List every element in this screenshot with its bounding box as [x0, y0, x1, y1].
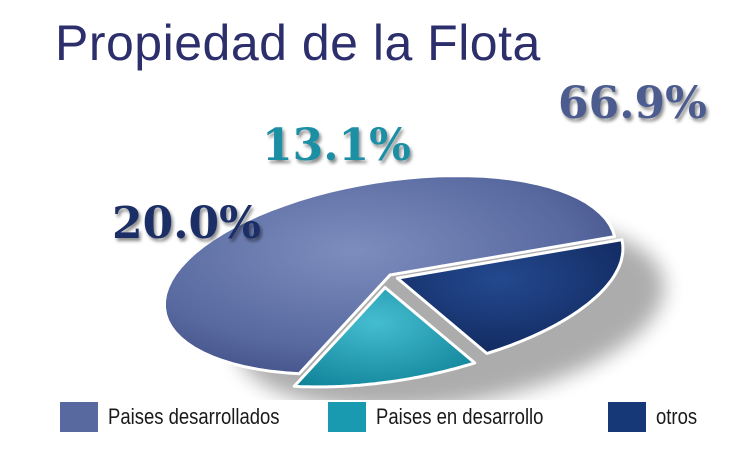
data-label-2: 20.0% — [112, 198, 261, 249]
pie-slice-0 — [163, 174, 617, 376]
legend-swatch-1 — [328, 402, 366, 432]
legend-item-1: Paises en desarrollo — [328, 402, 575, 432]
legend-swatch-0 — [60, 402, 98, 432]
legend-item-0: Paises desarrollados — [60, 402, 312, 432]
pie-slice-1 — [292, 286, 477, 389]
data-label-1: 13.1% — [262, 120, 411, 171]
pie-slice-2 — [395, 238, 625, 355]
pie-data-labels: 66.9% 13.1%20.0% — [112, 78, 707, 249]
legend-item-2: otros — [608, 402, 705, 432]
pie-slices — [163, 174, 625, 389]
data-label-0: 66.9% — [558, 78, 707, 129]
pie-chart: 66.9% 13.1%20.0% — [112, 78, 707, 400]
chart-title: Propiedad de la Flota — [55, 15, 541, 71]
legend-label-2: otros — [656, 404, 698, 429]
legend: Paises desarrollados Paises en desarroll… — [60, 402, 720, 438]
legend-swatch-2 — [608, 402, 646, 432]
legend-label-1: Paises en desarrollo — [376, 404, 544, 429]
legend-label-0: Paises desarrollados — [108, 404, 280, 429]
